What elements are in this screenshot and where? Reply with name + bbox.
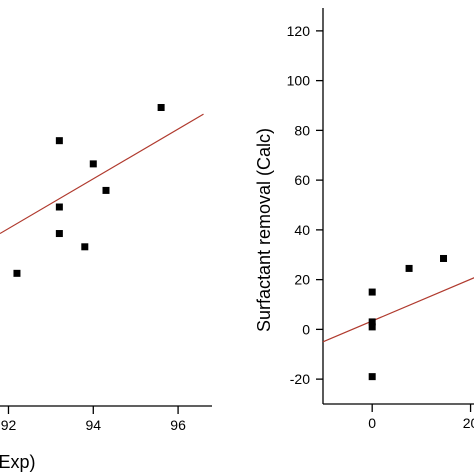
right-scatter-panel: -20 0 20 40 60 80 100 120 0 20 Surfactant removal… xyxy=(254,8,474,431)
right-y-tick-label: 80 xyxy=(294,122,310,138)
left-fit-line xyxy=(0,113,204,235)
right-data-point xyxy=(405,264,413,272)
left-data-point xyxy=(13,269,21,277)
left-x-tick-label: 92 xyxy=(1,417,17,433)
left-data-point xyxy=(55,230,63,238)
right-y-tick-label: 0 xyxy=(302,321,310,337)
right-data-point xyxy=(368,323,376,331)
left-data-point xyxy=(157,104,165,111)
right-fit-line-group xyxy=(322,277,474,343)
left-x-axis-label: (Exp) xyxy=(0,452,36,472)
right-points-group xyxy=(368,254,448,381)
left-scatter-panel: 92 94 96 (Exp) xyxy=(0,104,212,472)
left-data-point xyxy=(81,243,89,251)
right-x-tick-label: 20 xyxy=(463,415,474,431)
right-ticks-group: -20 0 20 40 60 80 100 120 0 20 xyxy=(287,23,474,431)
left-x-tick-label: 96 xyxy=(170,417,186,433)
right-data-point xyxy=(368,288,376,296)
right-data-point xyxy=(368,318,376,326)
left-x-ticks: 92 94 96 xyxy=(1,406,186,433)
right-y-tick-label: 40 xyxy=(294,222,310,238)
right-y-tick-label: -20 xyxy=(290,371,310,387)
right-data-point xyxy=(368,373,376,381)
right-y-tick-label: 20 xyxy=(294,272,310,288)
right-y-axis-label: Surfactant removal (Calc) xyxy=(254,128,274,332)
left-data-point xyxy=(89,160,97,168)
right-data-point xyxy=(440,254,448,262)
right-y-tick-label: 100 xyxy=(287,73,311,89)
left-fit-line-group xyxy=(0,113,204,235)
left-x-tick-label: 94 xyxy=(85,417,101,433)
right-y-tick-label: 60 xyxy=(294,172,310,188)
right-y-tick-label: 120 xyxy=(287,23,311,39)
left-data-point xyxy=(55,137,63,145)
right-x-tick-label: 0 xyxy=(368,415,376,431)
left-data-point xyxy=(55,203,63,211)
left-data-point xyxy=(102,186,110,194)
left-points-group xyxy=(13,104,165,277)
right-fit-line xyxy=(322,277,474,343)
